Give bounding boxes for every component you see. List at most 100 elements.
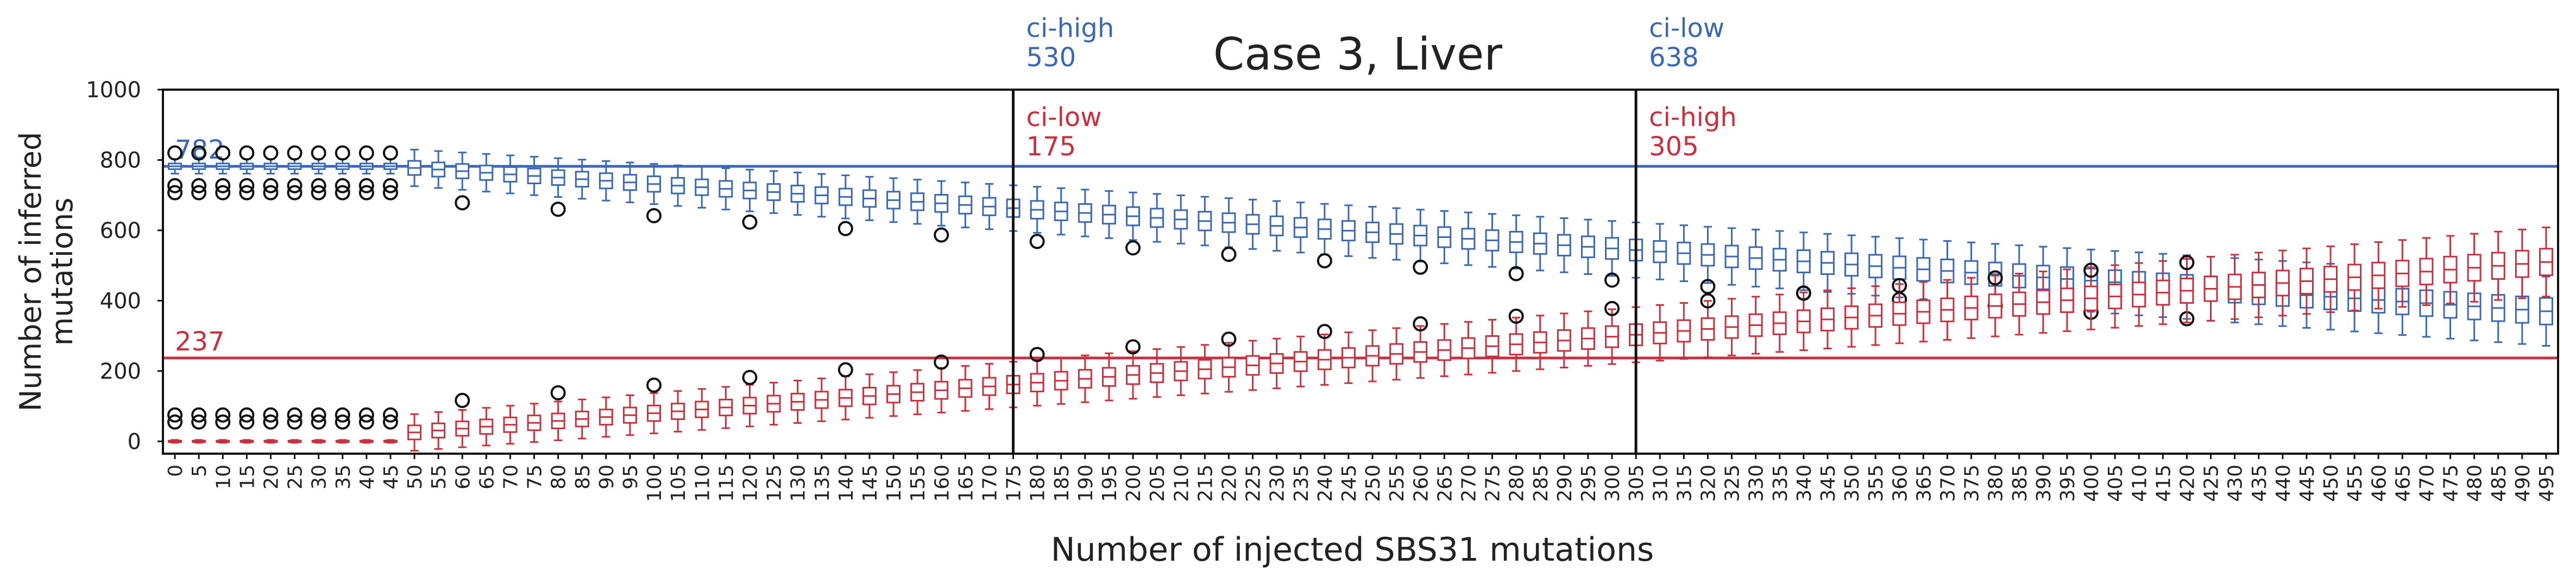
- x-tick-label: 285: [1530, 465, 1552, 502]
- box-blue: [766, 170, 781, 214]
- box-blue: [1820, 233, 1835, 293]
- box-red: [1868, 285, 1883, 346]
- box-red: [2347, 243, 2362, 311]
- box-red: [1796, 285, 1811, 352]
- outlier: [742, 369, 758, 385]
- x-tick-label: 450: [2320, 465, 2342, 502]
- x-tick-label: 105: [667, 465, 690, 502]
- x-tick-label: 310: [1649, 465, 1672, 502]
- outlier: [215, 414, 231, 430]
- x-tick-label: 480: [2464, 465, 2486, 502]
- outlier: [1317, 253, 1332, 268]
- outlier: [191, 185, 207, 200]
- box-red: [2059, 268, 2074, 333]
- box-red: [431, 411, 446, 450]
- box-red: [1724, 298, 1739, 356]
- x-tick-label: 180: [1027, 465, 1049, 502]
- box-red: [862, 373, 877, 419]
- outlier: [646, 208, 662, 223]
- outlier: [934, 227, 949, 243]
- box-blue: [1485, 213, 1500, 268]
- outlier: [1413, 259, 1428, 275]
- box-red: [191, 407, 207, 444]
- box-red: [2371, 241, 2386, 310]
- box-red: [2515, 228, 2529, 299]
- x-tick-label: 365: [1913, 465, 1935, 502]
- outlier: [1221, 331, 1237, 347]
- box-red: [2251, 252, 2266, 318]
- x-tick-label: 270: [1458, 465, 1480, 502]
- outlier: [263, 178, 279, 193]
- outlier: [550, 202, 566, 217]
- x-tick-label: 445: [2296, 465, 2319, 502]
- x-tick-label: 375: [1961, 465, 1983, 502]
- box-blue: [527, 156, 541, 196]
- box-red: [2299, 247, 2314, 315]
- reference-label: 237: [175, 327, 225, 357]
- outlier: [1700, 293, 1716, 309]
- box-blue: [191, 145, 207, 200]
- box-red: [1245, 340, 1260, 391]
- x-tick-label: 0: [165, 465, 187, 477]
- x-tick-label: 275: [1482, 465, 1504, 502]
- box-blue: [1724, 227, 1739, 286]
- box-blue: [862, 175, 877, 221]
- box-blue: [1557, 217, 1571, 273]
- x-tick-label: 485: [2488, 465, 2510, 502]
- x-tick-label: 175: [1003, 465, 1025, 502]
- x-tick-label: 255: [1386, 465, 1408, 502]
- box-red: [1198, 344, 1212, 394]
- outlier: [287, 414, 303, 430]
- x-tick-label: 490: [2512, 465, 2534, 502]
- x-tick-label: 435: [2249, 465, 2271, 502]
- x-tick-label: 170: [979, 465, 1001, 502]
- box-blue: [1533, 216, 1547, 272]
- outlier: [1413, 316, 1428, 332]
- outlier: [358, 407, 374, 423]
- box-red: [1772, 293, 1787, 353]
- outlier: [358, 145, 374, 161]
- x-tick-label: 85: [572, 465, 594, 490]
- box-red: [335, 407, 350, 444]
- ci-low-value: 305: [1649, 131, 1699, 162]
- box-red: [910, 369, 925, 416]
- box-blue: [239, 145, 255, 200]
- outlier: [1125, 339, 1141, 355]
- outlier: [239, 407, 255, 423]
- box-red: [1461, 321, 1476, 375]
- box-red: [671, 390, 685, 432]
- box-red: [2156, 260, 2170, 325]
- outlier: [335, 407, 350, 423]
- box-red: [2275, 249, 2290, 317]
- outlier: [287, 178, 303, 193]
- y-tick-label: 800: [100, 148, 141, 173]
- outlier: [382, 178, 398, 193]
- box-red: [837, 362, 853, 421]
- box-red: [1820, 289, 1835, 349]
- x-tick-label: 50: [404, 465, 426, 490]
- outlier: [742, 214, 758, 230]
- box-blue: [622, 161, 637, 203]
- box-blue: [742, 168, 758, 230]
- x-tick-label: 155: [907, 465, 929, 502]
- outlier: [287, 407, 303, 423]
- outlier: [167, 185, 183, 200]
- box-blue: [1269, 200, 1284, 252]
- x-tick-label: 215: [1194, 465, 1217, 502]
- box-red: [1653, 304, 1667, 362]
- x-tick-label: 325: [1722, 465, 1744, 502]
- box-red: [2443, 235, 2458, 305]
- box-blue: [1293, 202, 1308, 254]
- x-tick-label: 465: [2392, 465, 2414, 502]
- box-red: [1365, 329, 1380, 382]
- outlier: [263, 185, 279, 200]
- x-tick-label: 410: [2128, 465, 2151, 502]
- box-red: [239, 407, 255, 444]
- x-tick-label: 330: [1746, 465, 1768, 502]
- box-red: [1580, 310, 1595, 367]
- x-tick-label: 110: [691, 465, 714, 502]
- outlier: [934, 354, 949, 370]
- box-red: [503, 405, 518, 445]
- box-blue: [287, 145, 303, 200]
- box-blue: [1054, 187, 1068, 236]
